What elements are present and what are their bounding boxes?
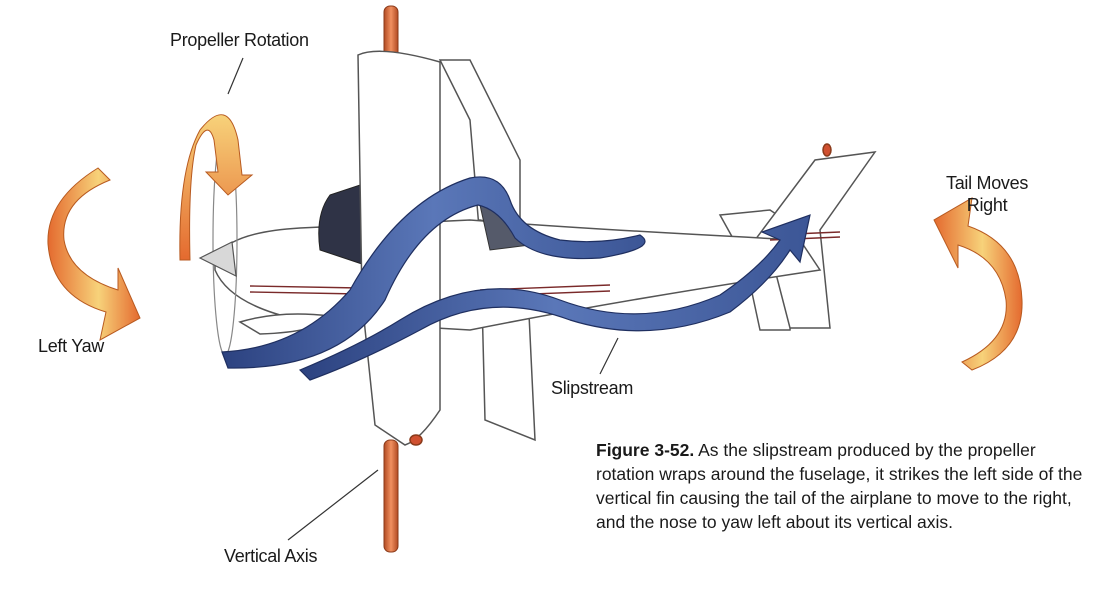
slipstream-spiral bbox=[221, 176, 811, 381]
tail-moves-right-arrow-icon bbox=[933, 197, 1023, 371]
fuselage bbox=[214, 184, 841, 335]
propeller-rotation-arrow-icon bbox=[179, 114, 254, 261]
leader-vertical-axis bbox=[287, 469, 379, 541]
leader-propeller bbox=[227, 57, 244, 95]
leader-lines bbox=[227, 57, 619, 541]
figure-caption: Figure 3-52. As the slipstream produced … bbox=[596, 438, 1096, 534]
slipstream-label: Slipstream bbox=[551, 378, 634, 398]
vertical-fin bbox=[738, 143, 877, 329]
tail-moves-right-label: Tail Moves Right bbox=[946, 172, 1028, 216]
caption-text: As the slipstream produced by the propel… bbox=[596, 440, 1083, 532]
leader-slipstream bbox=[599, 337, 619, 375]
left-yaw-arrow-icon bbox=[47, 167, 141, 341]
vertical-axis-rod-bottom bbox=[383, 439, 399, 553]
figure-number: Figure 3-52. bbox=[596, 440, 695, 460]
vertical-axis-label: Vertical Axis bbox=[224, 546, 318, 566]
tail-moves-label-line1: Tail Moves bbox=[946, 173, 1029, 193]
propeller-rotation-label: Propeller Rotation bbox=[170, 30, 309, 50]
left-yaw-label: Left Yaw bbox=[38, 336, 104, 356]
tail-moves-label-line2: Right bbox=[966, 195, 1008, 215]
